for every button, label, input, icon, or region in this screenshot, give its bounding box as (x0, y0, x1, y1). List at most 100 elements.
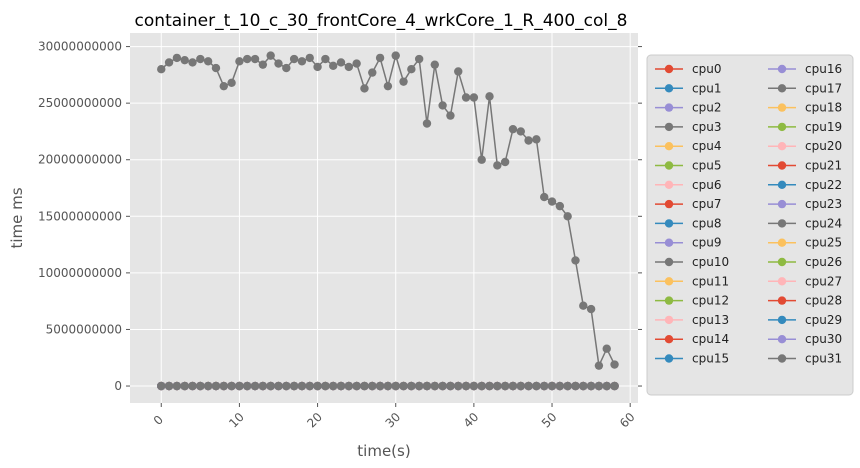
data-point-cpu24 (188, 58, 197, 67)
legend-label: cpu23 (805, 197, 842, 211)
data-point-cpu31 (469, 381, 479, 391)
data-point-cpu24 (477, 155, 486, 164)
data-point-cpu24 (461, 93, 471, 102)
data-point-cpu31 (227, 381, 236, 391)
y-tick-label: 5000000000 (46, 322, 122, 336)
legend-item-cpu31: cpu31 (768, 352, 842, 366)
data-point-cpu24 (243, 54, 252, 64)
legend-item-cpu17: cpu17 (768, 81, 842, 95)
data-point-cpu31 (391, 381, 400, 391)
legend-label: cpu13 (692, 313, 729, 327)
data-point-cpu24 (172, 53, 182, 63)
data-point-cpu24 (157, 65, 166, 74)
data-point-cpu31 (508, 381, 518, 391)
legend-item-cpu2: cpu2 (655, 101, 721, 115)
legend-item-cpu15: cpu15 (655, 352, 729, 366)
data-point-cpu31 (414, 381, 424, 391)
legend-item-cpu28: cpu28 (768, 294, 842, 308)
legend-marker (664, 335, 674, 344)
legend-label: cpu2 (692, 101, 721, 115)
legend-label: cpu14 (692, 332, 729, 346)
legend-item-cpu20: cpu20 (768, 139, 842, 153)
data-point-cpu24 (469, 93, 479, 102)
legend-item-cpu21: cpu21 (768, 159, 842, 173)
data-point-cpu24 (266, 51, 275, 60)
data-point-cpu24 (454, 67, 463, 76)
legend-label: cpu7 (692, 197, 721, 211)
data-point-cpu31 (547, 381, 557, 391)
data-point-cpu31 (375, 381, 385, 391)
legend-marker (664, 354, 674, 363)
data-point-cpu24 (555, 201, 565, 211)
data-point-cpu24 (493, 161, 502, 170)
legend-label: cpu9 (692, 236, 721, 250)
data-point-cpu24 (391, 51, 400, 60)
data-point-cpu24 (446, 111, 455, 120)
legend-item-cpu24: cpu24 (768, 216, 842, 230)
data-point-cpu24 (375, 53, 385, 63)
legend-marker (777, 296, 787, 305)
legend-item-cpu3: cpu3 (655, 120, 721, 134)
data-point-cpu31 (258, 381, 268, 391)
legend-label: cpu20 (805, 139, 842, 153)
data-point-cpu31 (196, 381, 205, 391)
legend-label: cpu12 (692, 294, 729, 308)
data-point-cpu31 (289, 381, 299, 391)
x-tick-label: 60 (617, 410, 638, 431)
legend-label: cpu1 (692, 81, 721, 95)
x-tick-label: 0 (151, 413, 166, 428)
legend-item-cpu1: cpu1 (655, 81, 721, 95)
legend-item-cpu7: cpu7 (655, 197, 721, 211)
legend: cpu0 cpu1 cpu2 cpu3 cpu4 cpu5 cpu6 cpu7 cpu8 cpu9… (646, 54, 854, 396)
data-point-cpu31 (430, 381, 439, 391)
data-point-cpu24 (258, 60, 268, 69)
legend-item-cpu25: cpu25 (768, 236, 842, 250)
legend-label: cpu0 (692, 62, 721, 76)
legend-marker (664, 315, 674, 325)
data-point-cpu24 (289, 54, 299, 64)
data-point-cpu24 (227, 78, 236, 87)
legend-label: cpu17 (805, 81, 842, 95)
legend-label: cpu30 (805, 332, 842, 346)
data-point-cpu31 (399, 381, 408, 391)
data-point-cpu24 (524, 136, 533, 145)
data-point-cpu24 (594, 361, 604, 370)
y-tick-label: 20000000000 (38, 153, 122, 167)
data-point-cpu24 (485, 92, 494, 101)
data-point-cpu24 (321, 54, 330, 64)
y-tick-label: 30000000000 (38, 40, 122, 54)
data-point-cpu24 (407, 65, 416, 74)
legend-marker (777, 161, 787, 170)
legend-marker (777, 199, 787, 209)
data-point-cpu31 (360, 381, 369, 391)
y-tick-label: 25000000000 (38, 96, 122, 110)
data-point-cpu24 (305, 53, 314, 63)
data-point-cpu24 (414, 54, 424, 64)
data-point-cpu24 (180, 55, 189, 65)
legend-item-cpu22: cpu22 (768, 178, 842, 192)
legend-label: cpu16 (805, 62, 842, 76)
data-point-cpu31 (164, 381, 174, 391)
data-point-cpu31 (266, 381, 275, 391)
legend-item-cpu4: cpu4 (655, 139, 721, 153)
legend-item-cpu29: cpu29 (768, 313, 842, 327)
data-point-cpu31 (188, 381, 197, 391)
legend-item-cpu27: cpu27 (768, 274, 842, 288)
data-point-cpu31 (493, 381, 502, 391)
data-point-cpu31 (602, 381, 611, 391)
legend-item-cpu23: cpu23 (768, 197, 842, 211)
data-point-cpu31 (321, 381, 330, 391)
x-tick-label: 40 (461, 410, 482, 431)
data-point-cpu31 (383, 381, 393, 391)
data-point-cpu31 (282, 381, 291, 391)
data-point-cpu24 (368, 68, 377, 77)
legend-item-cpu13: cpu13 (655, 313, 729, 327)
legend-label: cpu15 (692, 352, 729, 366)
legend-item-cpu30: cpu30 (768, 332, 842, 346)
legend-item-cpu9: cpu9 (655, 236, 721, 250)
legend-label: cpu6 (692, 178, 721, 192)
data-point-cpu31 (516, 381, 525, 391)
data-point-cpu31 (461, 381, 471, 391)
data-point-cpu24 (508, 124, 518, 134)
data-point-cpu31 (297, 381, 307, 391)
